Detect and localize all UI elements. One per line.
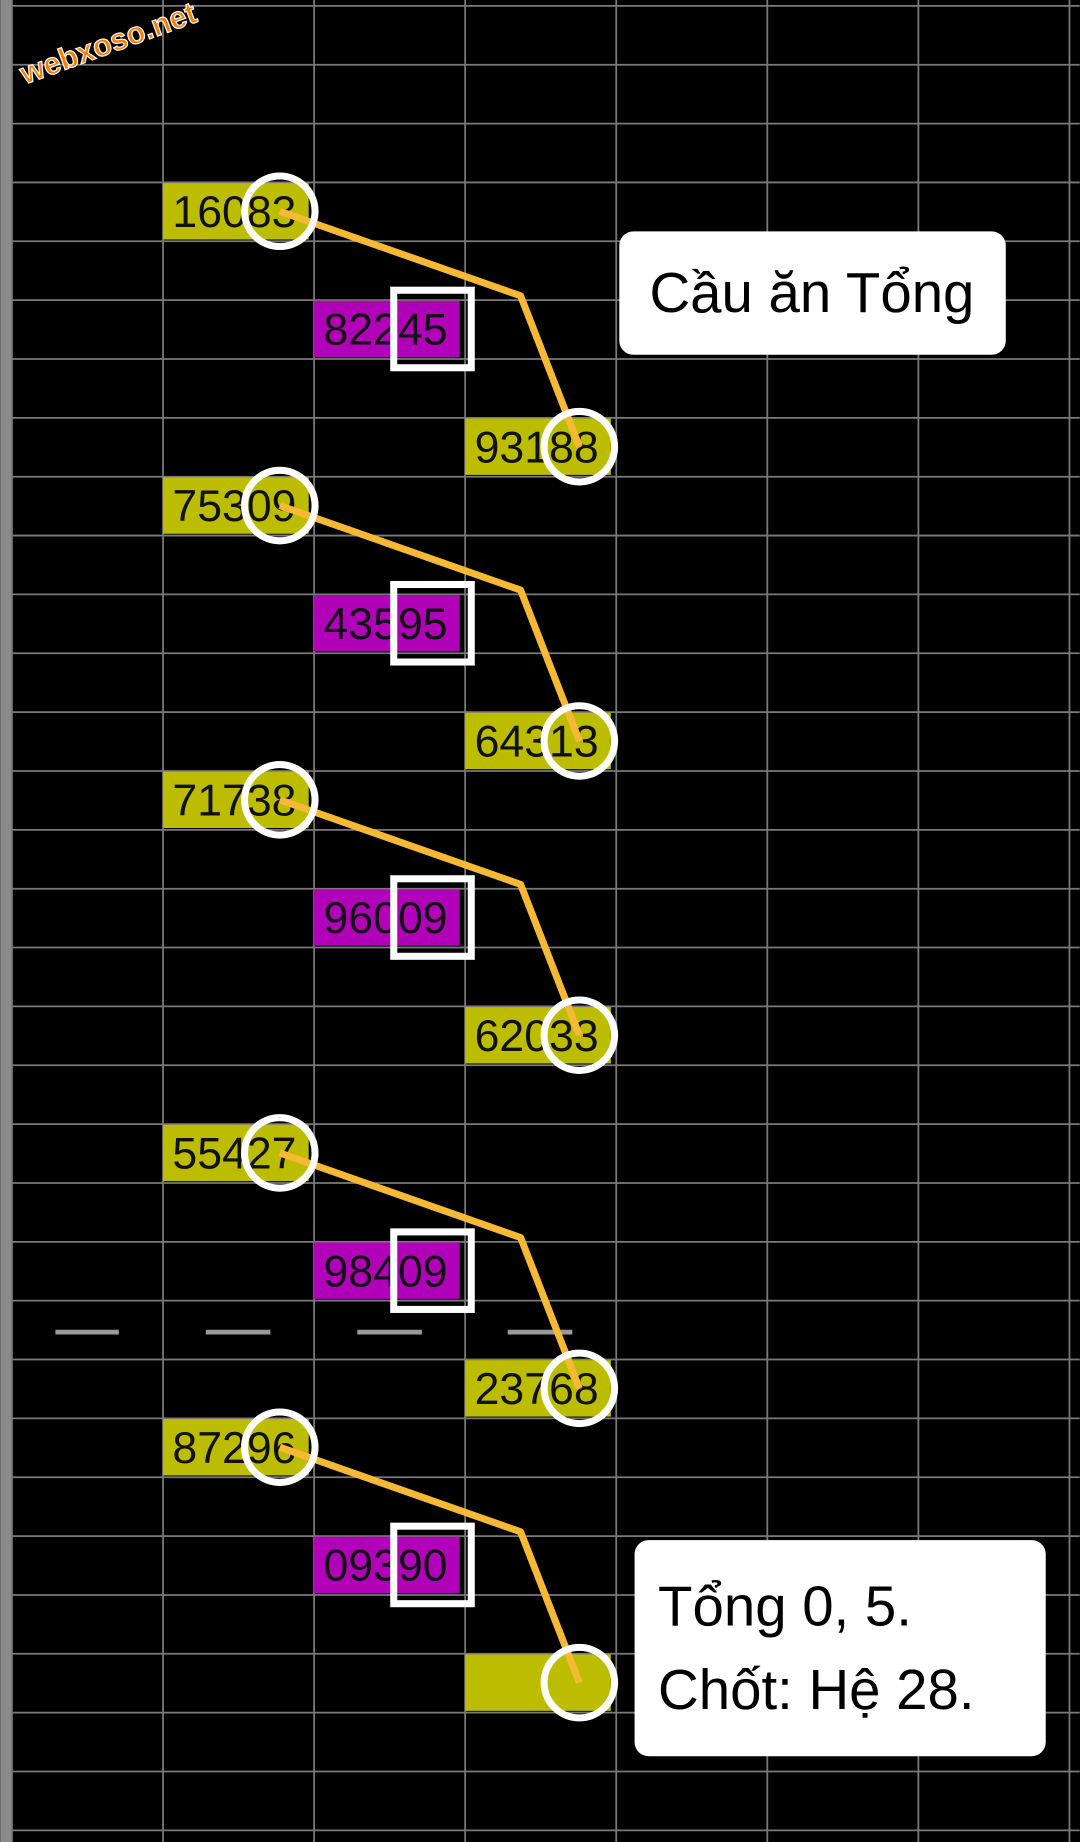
- left-edge: [0, 0, 12, 1842]
- cell: [465, 418, 611, 475]
- conclusion-line: Chốt: Hệ 28.: [658, 1658, 975, 1721]
- bridge-line: [278, 1443, 583, 1684]
- bridge-line: [278, 207, 583, 448]
- mark-square: [390, 1228, 475, 1313]
- mark-circle: [540, 702, 619, 780]
- number: 16083: [172, 188, 296, 237]
- cell: [465, 1654, 611, 1711]
- number: 64313: [475, 718, 599, 767]
- number: 82245: [323, 306, 447, 355]
- number: 96009: [323, 894, 447, 943]
- mark-square: [390, 1522, 475, 1608]
- cell: [465, 712, 611, 770]
- mark-circle: [540, 1349, 619, 1428]
- number: 55427: [172, 1130, 296, 1179]
- mark-circle: [241, 1114, 319, 1192]
- number: 23768: [475, 1365, 599, 1414]
- number: 09390: [323, 1542, 447, 1591]
- number: 62033: [475, 1012, 599, 1061]
- cell: [314, 300, 460, 358]
- title-note: Cầu ăn Tổng: [649, 261, 974, 324]
- mark-circle: [241, 172, 319, 251]
- number: 71738: [172, 776, 296, 825]
- bridge-line: [278, 796, 583, 1037]
- mark-circle: [540, 407, 619, 486]
- cell: [314, 1242, 460, 1299]
- conclusion-line: Tổng 0, 5.: [658, 1574, 912, 1637]
- number: 75309: [172, 482, 296, 531]
- conclusion-box: [634, 1540, 1046, 1757]
- cell: [314, 1536, 460, 1594]
- mark-circle: [241, 466, 319, 545]
- mark-circle: [241, 761, 319, 839]
- mark-square: [390, 580, 475, 666]
- cell: [465, 1007, 611, 1064]
- note-box: [619, 231, 1006, 355]
- cell: [314, 889, 460, 946]
- bridge-line: [278, 502, 583, 743]
- cells: 16083 82245 93188 75309 43595 64313 71738 96009…: [163, 172, 619, 1722]
- mark-circle: [540, 996, 619, 1075]
- number: 98409: [323, 1247, 447, 1296]
- cell: [465, 1360, 611, 1417]
- number: 93188: [475, 423, 599, 472]
- mark-circle: [540, 1643, 619, 1722]
- mark-square: [390, 286, 475, 372]
- bridge-line: [278, 1149, 583, 1390]
- mark-square: [390, 875, 475, 960]
- mark-circle: [241, 1408, 319, 1486]
- number: 87296: [172, 1424, 296, 1473]
- number: 43595: [323, 600, 447, 649]
- cell: [314, 595, 460, 652]
